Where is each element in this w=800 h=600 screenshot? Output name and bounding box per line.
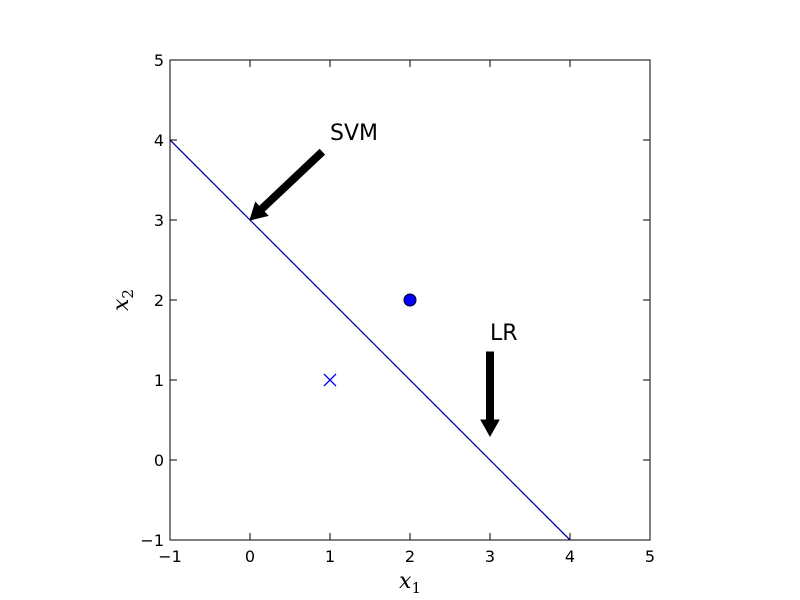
annotation-arrow	[480, 351, 500, 438]
plot-area	[170, 139, 571, 540]
y-tick-label: −1	[140, 531, 164, 550]
x-tick-label: −1	[158, 547, 182, 566]
x-tick-label: 2	[405, 547, 415, 566]
negative-point-stroke	[323, 373, 337, 387]
axis-ticks: −1 0 1 2 3 4 5 −1 0 1 2 3 4 5	[140, 51, 655, 566]
y-tick-label: 1	[154, 371, 164, 390]
x-tick-label: 0	[245, 547, 255, 566]
decision-boundary-line	[170, 139, 571, 540]
y-tick-label: 2	[154, 291, 164, 310]
x-tick-label: 1	[325, 547, 335, 566]
x-tick-label: 3	[485, 547, 495, 566]
y-tick-label: 0	[154, 451, 164, 470]
positive-point	[403, 293, 417, 307]
annotation-arrow	[249, 148, 326, 221]
annotations: SVM LR	[249, 121, 518, 438]
x-tick-label: 5	[645, 547, 655, 566]
annotation-label: SVM	[330, 121, 378, 146]
annotation-label: LR	[490, 321, 518, 346]
y-axis-label: x2	[109, 289, 137, 311]
negative-point	[323, 373, 337, 387]
y-tick-label: 5	[154, 51, 164, 70]
x-tick-label: 4	[565, 547, 575, 566]
y-tick-label: 3	[154, 211, 164, 230]
x-axis-label: x1	[399, 569, 421, 597]
y-tick-label: 4	[154, 131, 164, 150]
